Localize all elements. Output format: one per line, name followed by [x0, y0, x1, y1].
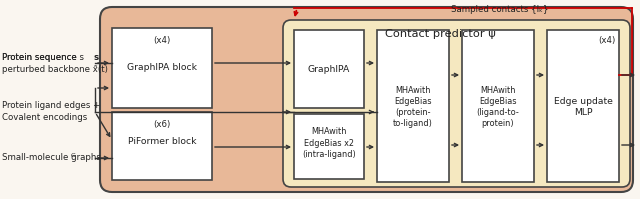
Text: perturbed backbone x̃(t): perturbed backbone x̃(t)	[2, 65, 108, 74]
Text: ᴳ: ᴳ	[2, 153, 76, 163]
Text: (x6): (x6)	[154, 120, 171, 129]
Bar	[112, 28, 212, 108]
Bar	[547, 30, 619, 182]
Bar	[462, 30, 534, 182]
Text: s: s	[94, 53, 99, 61]
Bar	[112, 112, 212, 180]
Text: PiFormer block: PiFormer block	[128, 138, 196, 146]
Text: MHAwith
EdgeBias
(ligand-to-
protein): MHAwith EdgeBias (ligand-to- protein)	[477, 86, 520, 128]
Text: MHAwith
EdgeBias x2
(intra-ligand): MHAwith EdgeBias x2 (intra-ligand)	[302, 127, 356, 159]
FancyBboxPatch shape	[100, 7, 633, 192]
Text: Covalent encodings: Covalent encodings	[2, 113, 87, 123]
Text: Protein sequence s: Protein sequence s	[2, 53, 84, 61]
Text: MHAwith
EdgeBias
(protein-
to-ligand): MHAwith EdgeBias (protein- to-ligand)	[393, 86, 433, 128]
Bar	[294, 30, 364, 108]
Text: Small-molecule graphs: Small-molecule graphs	[2, 153, 104, 163]
Text: Contact predictor ψ: Contact predictor ψ	[385, 29, 495, 39]
Text: Protein ligand edges +: Protein ligand edges +	[2, 101, 100, 110]
Text: Edge update
MLP: Edge update MLP	[554, 97, 612, 117]
Text: GraphIPA: GraphIPA	[308, 65, 350, 74]
Text: (x4): (x4)	[598, 35, 616, 45]
Text: (x4): (x4)	[154, 35, 171, 45]
Bar	[377, 30, 449, 182]
FancyBboxPatch shape	[283, 20, 630, 187]
Text: Sampled contacts {Iₖ}: Sampled contacts {Iₖ}	[451, 6, 548, 15]
Text: Protein sequence: Protein sequence	[2, 53, 79, 61]
Bar	[294, 114, 364, 179]
Text: GraphIPA block: GraphIPA block	[127, 63, 197, 72]
